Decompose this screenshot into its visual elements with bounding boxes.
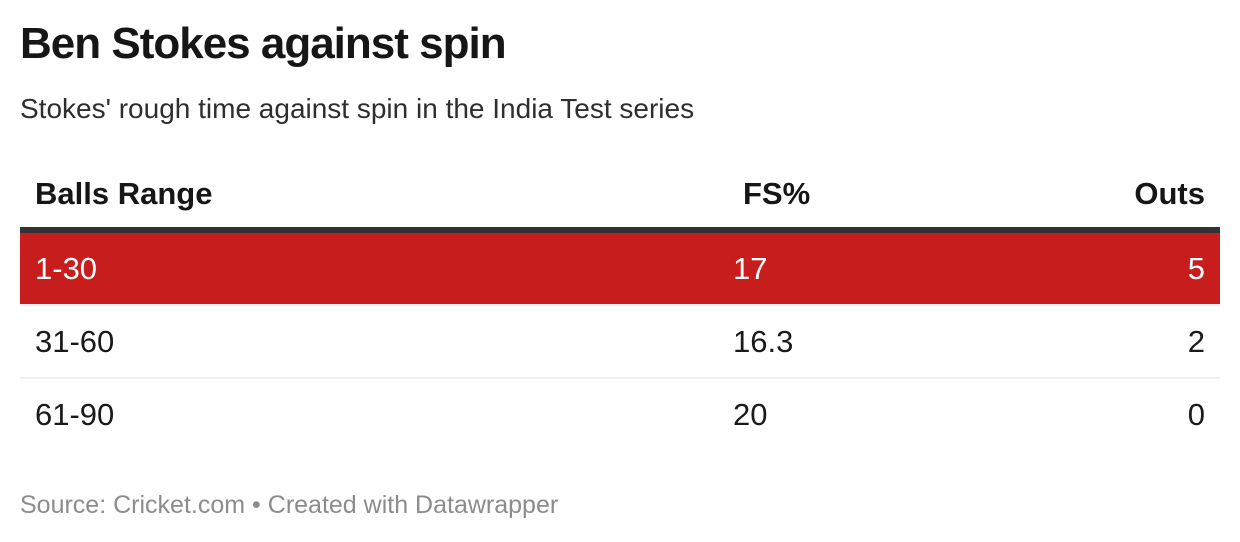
column-header-outs: Outs <box>1008 175 1220 233</box>
table-header-row: Balls Range FS% Outs <box>20 175 1220 233</box>
cell-fs-percent: 17 <box>718 230 1008 305</box>
data-table: Balls Range FS% Outs 1-30 17 5 31-60 16.… <box>20 175 1220 450</box>
bullet-separator: • <box>252 491 261 519</box>
chart-title: Ben Stokes against spin <box>20 19 507 68</box>
table-row: 1-30 17 5 <box>20 230 1220 305</box>
table-row: 61-90 20 0 <box>20 378 1220 450</box>
source-label: Source: <box>20 491 107 519</box>
column-header-fs-percent: FS% <box>718 175 1008 233</box>
source-link[interactable]: Cricket.com <box>113 491 246 519</box>
cell-balls-range: 31-60 <box>20 305 718 378</box>
chart-footer: Source: Cricket.com • Created with Dataw… <box>20 490 1220 520</box>
cell-balls-range: 61-90 <box>20 378 718 450</box>
cell-fs-percent: 20 <box>718 378 1008 450</box>
cell-balls-range: 1-30 <box>20 230 718 305</box>
cell-fs-percent: 16.3 <box>718 305 1008 378</box>
cell-outs: 0 <box>1008 378 1220 450</box>
cell-outs: 5 <box>1008 230 1220 305</box>
cell-outs: 2 <box>1008 305 1220 378</box>
table-row: 31-60 16.3 2 <box>20 305 1220 378</box>
datawrapper-attribution-link[interactable]: Created with Datawrapper <box>267 491 559 519</box>
column-header-balls-range: Balls Range <box>20 175 718 233</box>
chart-subtitle: Stokes' rough time against spin in the I… <box>20 93 695 124</box>
